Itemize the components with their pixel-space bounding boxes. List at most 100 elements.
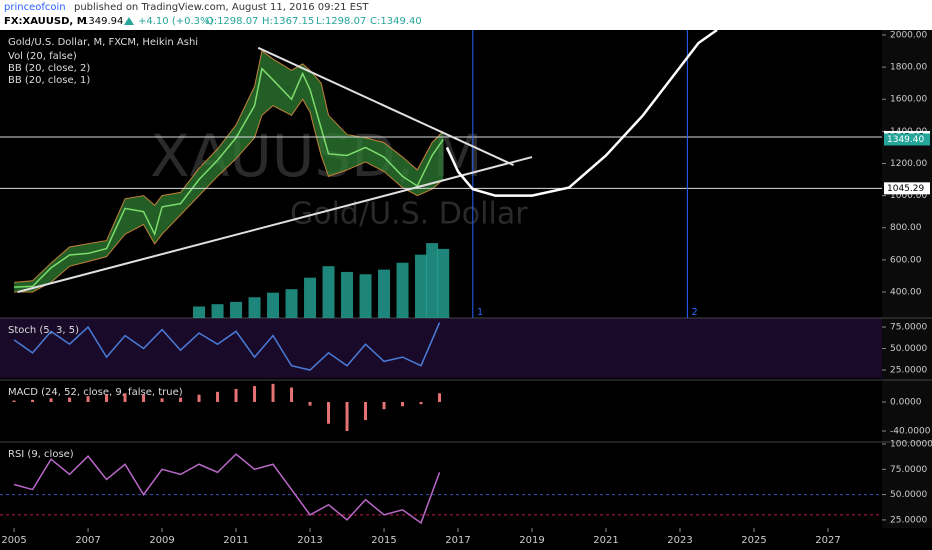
y-tick-label: 800.00 — [890, 223, 922, 233]
volume-bar — [248, 297, 261, 318]
y-tick-label: 25.0000 — [890, 366, 927, 376]
price: 1349.94 — [82, 16, 123, 27]
x-tick-label: 2019 — [519, 535, 544, 546]
histogram-bar — [290, 387, 294, 402]
volume-bar — [211, 304, 224, 318]
histogram-bar — [123, 393, 127, 402]
histogram-bar — [308, 401, 312, 406]
x-tick-label: 2013 — [297, 535, 322, 546]
ohlc-open: O:1298.07 — [206, 16, 258, 27]
volume-bar — [285, 289, 298, 318]
volume-bar — [341, 271, 354, 318]
pane-title: Stoch (5, 3, 5) — [8, 325, 79, 336]
histogram-bar — [142, 394, 146, 402]
histogram-bar — [364, 401, 368, 421]
y-tick-label: 2000.00 — [890, 30, 927, 40]
volume-bar — [415, 254, 428, 318]
histogram-bar — [438, 393, 442, 402]
histogram-bar — [86, 396, 90, 402]
y-tick-label: 25.0000 — [890, 515, 927, 525]
last-price-tag — [884, 133, 930, 146]
price-axis — [882, 30, 932, 528]
pane-title: Gold/U.S. Dollar, M, FXCM, Heikin Ashi — [8, 37, 198, 48]
volume-bar — [304, 277, 317, 318]
volume-bar — [437, 248, 450, 318]
histogram-bar — [197, 394, 201, 402]
volume-bar — [322, 266, 335, 318]
volume-bar — [426, 243, 439, 318]
price-tag-label: 1045.29 — [887, 184, 924, 194]
ohlc-close: C:1349.40 — [370, 16, 422, 27]
price-line — [14, 67, 444, 288]
vertical-line-label: 2 — [691, 307, 697, 318]
published-text: published on TradingView.com, August 11,… — [74, 2, 369, 13]
indicator-label: Vol (20, false) — [8, 51, 77, 62]
histogram-bar — [12, 400, 16, 402]
histogram-bar — [253, 386, 257, 402]
y-tick-label: 400.00 — [890, 287, 922, 297]
volume-bar — [193, 306, 206, 318]
x-tick-label: 2023 — [667, 535, 692, 546]
histogram-bar — [31, 399, 35, 402]
x-tick-label: 2017 — [445, 535, 470, 546]
price-line — [13, 322, 441, 371]
histogram-bar — [234, 388, 238, 402]
x-tick-label: 2021 — [593, 535, 618, 546]
x-tick-label: 2015 — [371, 535, 396, 546]
indicator-label: BB (20, close, 2) — [8, 63, 90, 74]
histogram-bar — [271, 383, 275, 402]
y-tick-label: 75.0000 — [890, 323, 927, 333]
last-price-label: 1349.40 — [887, 135, 924, 145]
histogram-bar — [216, 391, 220, 402]
vertical-line-label: 1 — [477, 307, 483, 318]
histogram-bar — [68, 397, 72, 402]
volume-bar — [267, 292, 280, 318]
histogram-bar — [49, 398, 53, 402]
indicator-label: BB (20, close, 1) — [8, 75, 90, 86]
histogram-bar — [179, 397, 183, 402]
y-tick-label: -40.0000 — [890, 427, 931, 437]
volume-bar — [230, 301, 243, 318]
pane-title: RSI (9, close) — [8, 449, 74, 460]
bollinger-upper — [14, 50, 444, 283]
x-tick-label: 2005 — [1, 535, 26, 546]
y-tick-label: 600.00 — [890, 255, 922, 265]
trend-line — [17, 156, 533, 293]
x-tick-label: 2027 — [815, 535, 840, 546]
x-tick-label: 2009 — [149, 535, 174, 546]
y-tick-label: 1600.00 — [890, 95, 927, 105]
price-tag — [884, 182, 930, 195]
pane-title: MACD (24, 52, close, 9, false, true) — [8, 387, 183, 398]
symbol: FX:XAUUSD, M — [4, 16, 87, 27]
histogram-bar — [401, 401, 405, 407]
y-tick-label: 75.0000 — [890, 465, 927, 475]
trend-line — [257, 46, 514, 166]
volume-bar — [378, 269, 391, 318]
volume-bar — [396, 262, 409, 318]
histogram-bar — [382, 401, 386, 410]
up-arrow — [124, 17, 134, 25]
histogram-bar — [105, 394, 109, 402]
ohlc-high: H:1367.15 — [262, 16, 314, 27]
y-tick-label: 1200.00 — [890, 159, 927, 169]
histogram-bar — [160, 398, 164, 402]
price-line — [13, 453, 441, 525]
histogram-bar — [327, 401, 331, 424]
change: +4.10 (+0.3%) — [138, 16, 214, 27]
watermark-name: Gold/U.S. Dollar — [290, 197, 528, 232]
ohlc-low: L:1298.07 — [316, 16, 366, 27]
volume-bar — [359, 274, 372, 318]
bollinger-fill — [14, 51, 444, 292]
pane-bg — [0, 318, 882, 378]
y-tick-label: 0.0000 — [890, 397, 922, 407]
y-tick-label: 1000.00 — [890, 191, 927, 201]
publisher[interactable]: princeofcoin — [4, 2, 66, 13]
histogram-bar — [345, 401, 349, 432]
y-tick-label: 100.0000 — [890, 440, 932, 450]
x-tick-label: 2025 — [741, 535, 766, 546]
y-tick-label: 1800.00 — [890, 63, 927, 73]
forecast-path — [445, 28, 718, 197]
y-tick-label: 50.0000 — [890, 344, 927, 354]
bollinger-lower — [14, 98, 444, 293]
